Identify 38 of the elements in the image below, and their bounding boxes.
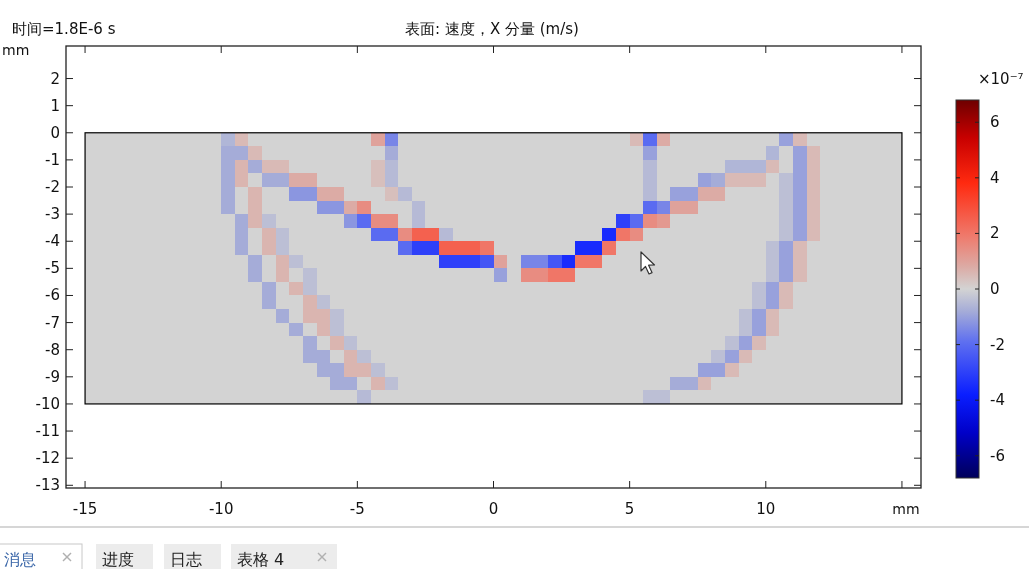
y-tick-label: -7	[45, 313, 60, 332]
y-tick-label: -6	[45, 286, 60, 305]
y-tick-label: -9	[45, 367, 60, 386]
text: 消息	[4, 550, 36, 569]
text: 进度	[102, 550, 134, 569]
color-bar-label: 0	[990, 280, 1000, 298]
color-bar-label: 2	[990, 224, 1000, 243]
y-tick-label: -13	[35, 476, 60, 495]
text: 日志	[170, 550, 202, 569]
y-tick-label: -11	[35, 422, 60, 441]
x-tick-label: 0	[488, 500, 499, 518]
text: 表格 4	[237, 550, 285, 569]
y-tick-label: 0	[50, 123, 60, 142]
color-bar-title: ×10⁻⁷	[978, 70, 1024, 88]
y-axis-title: mm	[2, 42, 30, 58]
y-tick-label: -1	[45, 150, 60, 169]
x-tick-label: -10	[208, 500, 234, 518]
color-bar-label: 4	[990, 168, 1000, 187]
y-tick-label: 1	[50, 96, 60, 115]
x-axis-title: mm	[892, 501, 920, 517]
x-tick-label: -5	[349, 500, 365, 518]
color-bar-label: -6	[990, 446, 1005, 465]
y-tick-label: -12	[35, 449, 60, 468]
color-bar-label: -2	[990, 335, 1005, 354]
y-tick-label: -3	[45, 205, 60, 224]
x-tick-label: -15	[72, 500, 98, 518]
x-tick-label: 10	[756, 500, 776, 518]
chart-subtitle: 时间=1.8E-6 s	[12, 20, 116, 38]
y-tick-label: -8	[45, 340, 60, 359]
chart-title: 表面: 速度，X 分量 (m/s)	[405, 20, 579, 38]
color-bar-label: 6	[990, 113, 1000, 132]
y-tick-label: 2	[50, 69, 60, 88]
y-tick-label: -10	[35, 394, 60, 413]
y-tick-label: -2	[45, 178, 60, 197]
y-tick-label: -5	[45, 259, 60, 278]
x-tick-label: 5	[624, 500, 635, 518]
color-bar-label: -4	[990, 391, 1005, 410]
y-tick-label: -4	[45, 232, 60, 251]
